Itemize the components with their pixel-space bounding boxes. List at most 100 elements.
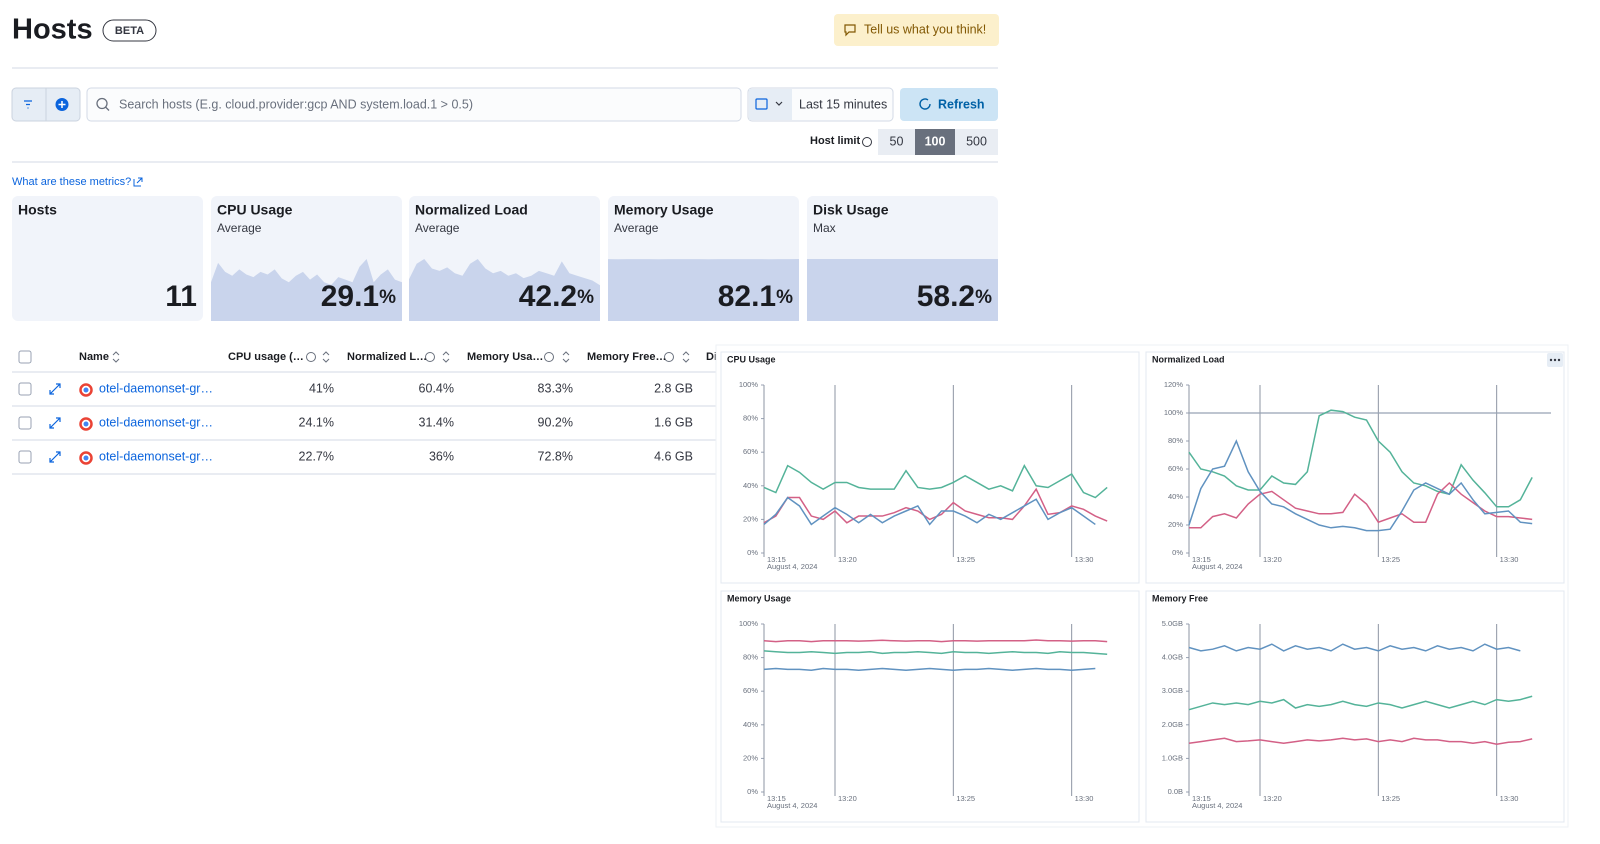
chart-menu-icon: [1549, 358, 1561, 362]
kpi-card: [12, 196, 203, 321]
feedback-text[interactable]: Tell us what you think!: [864, 22, 986, 36]
host-limit-option-text[interactable]: 100: [925, 134, 946, 148]
x-sublabel: August 4, 2024: [767, 562, 817, 571]
expand-button[interactable]: [49, 451, 61, 463]
y-tick-label: 20%: [743, 753, 758, 762]
chart-title: Memory Free: [1152, 593, 1208, 603]
hosts-table: Name CPU usage (… Normalized L… Memory Usa……: [12, 350, 717, 475]
y-tick-label: 100%: [1164, 408, 1184, 417]
cloud-logo-inner: [83, 455, 89, 461]
chart-card: [720, 590, 1140, 823]
host-limit-label: Host limit: [810, 135, 860, 147]
column-header[interactable]: Normalized L…: [347, 351, 427, 363]
y-tick-label: 80%: [1168, 436, 1183, 445]
x-tick-label: 13:30: [1075, 794, 1094, 803]
y-tick-label: 4.0GB: [1162, 653, 1183, 662]
row-checkbox[interactable]: [18, 382, 32, 396]
y-tick-label: 40%: [743, 720, 758, 729]
kpi-unit: %: [776, 287, 793, 308]
series-line: [763, 464, 1108, 499]
row-checkbox[interactable]: [18, 416, 32, 430]
kpi-value: 11: [165, 280, 197, 313]
search-icon: [96, 97, 108, 110]
y-tick-label: 20%: [1168, 520, 1183, 529]
kpi-subtitle: Average: [614, 221, 659, 235]
host-name[interactable]: otel-daemonset-gr…: [99, 449, 213, 463]
cell: 4.6 GB: [654, 449, 693, 463]
y-tick-label: 40%: [1168, 492, 1183, 501]
x-tick-label: 13:25: [1381, 555, 1400, 564]
cell: 22.7%: [299, 449, 334, 463]
kpi-number: 42.2: [519, 280, 577, 313]
chart-card: [1145, 351, 1565, 584]
kpi-unit: %: [975, 287, 992, 308]
column-header[interactable]: Memory Free…: [587, 351, 666, 363]
date-range[interactable]: Last 15 minutes: [799, 97, 887, 111]
metrics-link[interactable]: What are these metrics?: [12, 176, 131, 188]
host-limit-option-text[interactable]: 50: [890, 134, 904, 148]
cell: 31.4%: [419, 415, 454, 429]
cell: 24.1%: [299, 415, 334, 429]
x-tick-label: 13:15: [1192, 794, 1211, 803]
series-line: [763, 496, 1096, 526]
column-header[interactable]: Name: [79, 351, 109, 363]
y-tick-label: 2.0GB: [1162, 720, 1183, 729]
page-title: Hosts: [12, 14, 93, 46]
host-limit-option[interactable]: [955, 129, 998, 155]
host-limit-option-text[interactable]: 500: [966, 134, 987, 148]
external-icon: [133, 177, 143, 187]
feedback-button[interactable]: [834, 14, 999, 46]
sort-icon[interactable]: [112, 351, 120, 363]
series-line: [763, 667, 1096, 671]
y-tick-label: 80%: [743, 414, 758, 423]
kpi-number: 11: [165, 280, 197, 313]
kpi-value: 42.2%: [519, 280, 594, 313]
kpi-number: 82.1: [718, 280, 776, 313]
search-box[interactable]: [86, 87, 742, 122]
x-tick-label: 13:15: [767, 794, 786, 803]
column-icons: [306, 351, 690, 363]
search-icon-handle: [105, 106, 110, 111]
column-header[interactable]: CPU usage (…: [228, 351, 304, 363]
column-header[interactable]: Di: [706, 351, 717, 363]
expand-button[interactable]: [49, 383, 61, 395]
refresh-button[interactable]: [900, 88, 998, 121]
search-placeholder[interactable]: Search hosts (E.g. cloud.provider:gcp AN…: [119, 97, 473, 111]
charts-grid: CPU Usage 0% 20% 40% 60% 80% 100% 13:15 13:20 13:…: [720, 351, 1565, 823]
cloud-logo-inner: [83, 387, 89, 393]
refresh-text[interactable]: Refresh: [938, 97, 985, 111]
column-header[interactable]: Memory Usa…: [467, 351, 543, 363]
chevron: [775, 101, 783, 106]
chart-card: [720, 351, 1140, 584]
kpi-title: Hosts: [18, 202, 57, 218]
host-name[interactable]: otel-daemonset-gr…: [99, 415, 213, 429]
kpi-sparkline: [211, 259, 402, 321]
cell: 72.8%: [538, 449, 573, 463]
y-tick-label: 0%: [1172, 548, 1183, 557]
cell: 60.4%: [419, 381, 454, 395]
y-tick-label: 0%: [747, 787, 758, 796]
x-tick-label: 13:20: [838, 555, 857, 564]
kpi-title: CPU Usage: [217, 202, 293, 218]
filter-button[interactable]: [24, 100, 32, 109]
y-tick-label: 80%: [743, 653, 758, 662]
expand-button[interactable]: [49, 417, 61, 429]
y-tick-label: 5.0GB: [1162, 619, 1183, 628]
kpi-subtitle: Average: [415, 221, 460, 235]
host-name[interactable]: otel-daemonset-gr…: [99, 381, 213, 395]
row-checkbox[interactable]: [18, 450, 32, 464]
badge: [102, 19, 157, 42]
kpi-row: Hosts 11 CPU Usage Average 29.1% Normalized L…: [12, 196, 998, 321]
select-all-checkbox[interactable]: [18, 350, 32, 364]
kpi-unit: %: [379, 287, 396, 308]
cloud-logo: [79, 417, 93, 431]
host-limit-option[interactable]: [878, 129, 915, 155]
add-icon: [58, 101, 66, 108]
x-tick-label: 13:30: [1500, 555, 1519, 564]
host-limit-option[interactable]: [915, 129, 955, 155]
kpi-sparkline: [608, 259, 799, 321]
cloud-logo-inner: [83, 421, 89, 427]
kpi-sparkline: [409, 259, 600, 321]
